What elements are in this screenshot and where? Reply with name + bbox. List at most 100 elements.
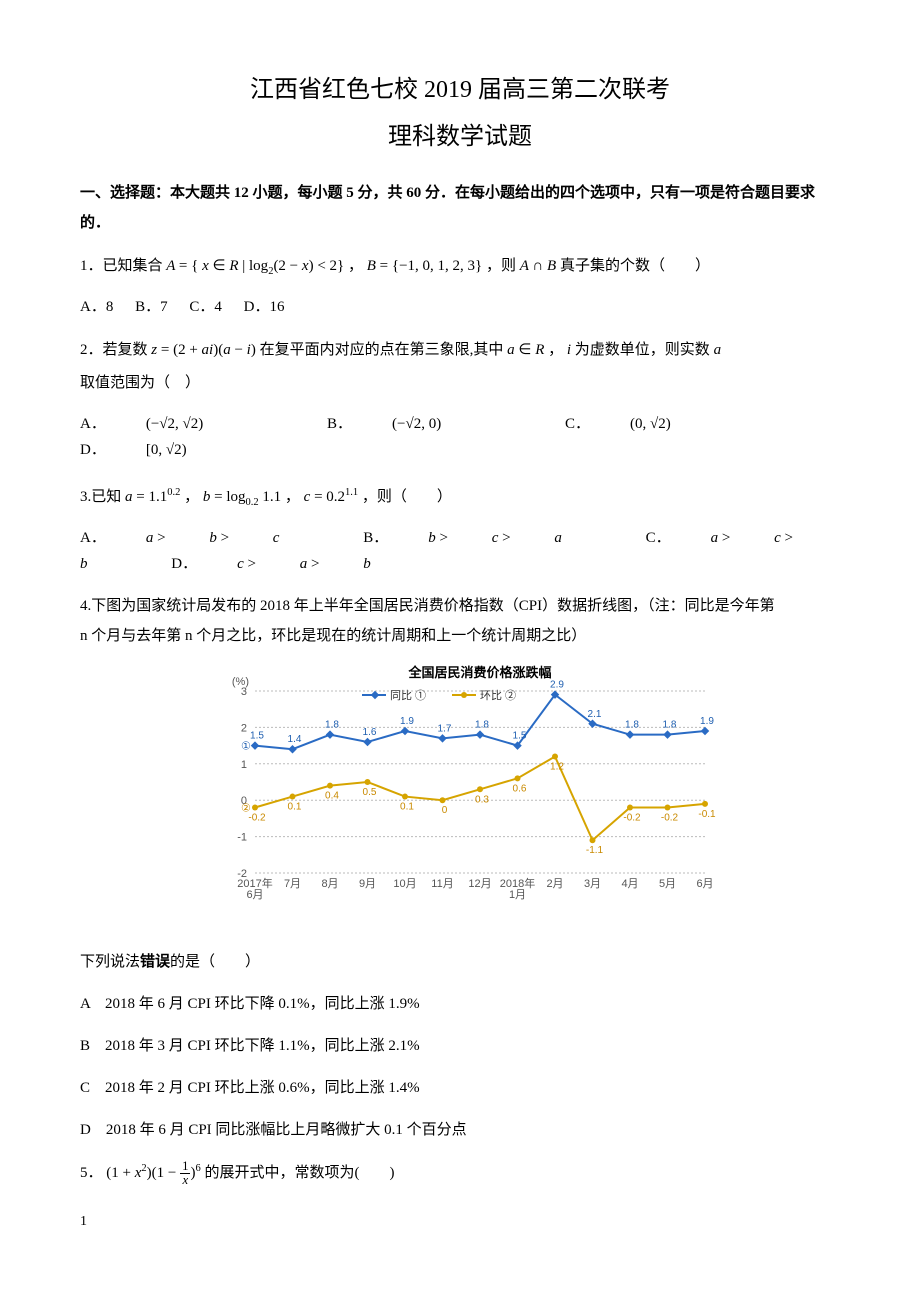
svg-text:1: 1 bbox=[241, 759, 247, 771]
q4-opt-d: D 2018 年 6 月 CPI 同比涨幅比上月略微扩大 0.1 个百分点 bbox=[80, 1115, 840, 1145]
q2-stem-post2: 取值范围为（ ） bbox=[80, 375, 200, 391]
svg-text:3: 3 bbox=[241, 686, 247, 698]
doc-title: 江西省红色七校 2019 届高三第二次联考 bbox=[80, 70, 840, 111]
svg-text:2: 2 bbox=[241, 723, 247, 735]
q5-stem-pre: 5． bbox=[80, 1165, 103, 1181]
svg-text:12月: 12月 bbox=[468, 878, 491, 890]
q1-stem-pre: 1．已知集合 bbox=[80, 258, 166, 274]
cpi-chart-svg: 全国居民消费价格涨跌幅(%)-2-101232017年6月7月8月9月10月11… bbox=[200, 663, 720, 913]
question-1: 1．已知集合 A = { x ∈ R | log2(2 − x) < 2} ， … bbox=[80, 250, 840, 283]
svg-text:10月: 10月 bbox=[393, 878, 416, 890]
question-2: 2．若复数 z = (2 + ai)(a − i) 在复平面内对应的点在第三象限… bbox=[80, 334, 840, 400]
q1-opt-c: C．4 bbox=[189, 299, 222, 315]
q2-opt-c: C．(0, √2) bbox=[565, 416, 751, 432]
q3-options: A．a > b > c B．b > c > a C．a > c > b D．c … bbox=[80, 526, 840, 577]
svg-text:1.5: 1.5 bbox=[250, 731, 264, 742]
page-number: 1 bbox=[80, 1210, 840, 1234]
svg-text:同比 ①: 同比 ① bbox=[390, 689, 426, 702]
svg-text:-0.2: -0.2 bbox=[661, 813, 679, 824]
svg-text:-0.1: -0.1 bbox=[698, 809, 716, 820]
svg-text:②: ② bbox=[241, 803, 251, 815]
svg-text:1.2: 1.2 bbox=[550, 762, 564, 773]
svg-text:1.8: 1.8 bbox=[475, 720, 489, 731]
q1-stem-post: 真子集的个数（ ） bbox=[560, 258, 710, 274]
question-4: 4.下图为国家统计局发布的 2018 年上半年全国居民消费价格指数（CPI）数据… bbox=[80, 591, 840, 651]
svg-text:0.5: 0.5 bbox=[363, 787, 377, 798]
svg-text:1.9: 1.9 bbox=[400, 716, 414, 727]
svg-text:1.4: 1.4 bbox=[288, 735, 302, 746]
q2-stem-post1: 为虚数单位，则实数 bbox=[575, 342, 714, 358]
svg-text:7月: 7月 bbox=[284, 878, 301, 890]
svg-text:11月: 11月 bbox=[431, 878, 453, 890]
svg-text:1.7: 1.7 bbox=[438, 724, 452, 735]
q2-opt-b: B．(−√2, 0) bbox=[327, 416, 521, 432]
svg-text:4月: 4月 bbox=[621, 878, 638, 890]
q4-opt-c: C 2018 年 2 月 CPI 环比上涨 0.6%，同比上涨 1.4% bbox=[80, 1073, 840, 1103]
q1-opt-d: D．16 bbox=[244, 299, 285, 315]
svg-text:1.8: 1.8 bbox=[625, 720, 639, 731]
svg-text:1.9: 1.9 bbox=[700, 716, 714, 727]
svg-text:3月: 3月 bbox=[584, 878, 601, 890]
doc-subtitle: 理科数学试题 bbox=[80, 117, 840, 158]
q3-opt-a: A．a > b > c bbox=[80, 530, 319, 546]
q5-stem-post: 的展开式中，常数项为( ) bbox=[204, 1165, 394, 1181]
q2-options: A．(−√2, √2) B．(−√2, 0) C．(0, √2) D．[0, √… bbox=[80, 412, 840, 463]
svg-text:-1: -1 bbox=[237, 832, 247, 844]
svg-text:2017年: 2017年 bbox=[237, 876, 272, 890]
svg-text:-0.2: -0.2 bbox=[248, 813, 266, 824]
q2-i: i bbox=[567, 342, 571, 358]
q3-formula: a = 1.10.2 ， b = log0.2 1.1 ， c = 0.21.1 bbox=[125, 489, 362, 505]
svg-text:0.1: 0.1 bbox=[400, 802, 414, 813]
svg-text:-1.1: -1.1 bbox=[586, 846, 604, 857]
q1-opt-a: A．8 bbox=[80, 299, 113, 315]
q4-followup-text: 下列说法错误的是（ ） bbox=[80, 954, 260, 970]
svg-text:0: 0 bbox=[442, 805, 448, 816]
svg-text:6月: 6月 bbox=[696, 878, 713, 890]
q2-stem-mid: 在复平面内对应的点在第三象限,其中 bbox=[260, 342, 508, 358]
q2-opt-d: D．[0, √2) bbox=[80, 442, 267, 458]
q1-opt-b: B．7 bbox=[135, 299, 168, 315]
q2-aset: a ∈ R bbox=[507, 342, 544, 358]
svg-text:环比 ②: 环比 ② bbox=[480, 689, 516, 702]
q4-followup: 下列说法错误的是（ ） bbox=[80, 947, 840, 977]
q3-stem-pre: 3.已知 bbox=[80, 489, 125, 505]
svg-text:2月: 2月 bbox=[546, 878, 563, 890]
svg-text:0.3: 0.3 bbox=[475, 795, 489, 806]
svg-text:0.4: 0.4 bbox=[325, 791, 339, 802]
q4-opt-b: B 2018 年 3 月 CPI 环比下降 1.1%，同比上涨 2.1% bbox=[80, 1031, 840, 1061]
svg-text:2018年: 2018年 bbox=[500, 876, 535, 890]
q1-formula: A = { x ∈ R | log2(2 − x) < 2} ， B = {−1… bbox=[166, 258, 560, 274]
q4-line1: 4.下图为国家统计局发布的 2018 年上半年全国居民消费价格指数（CPI）数据… bbox=[80, 591, 840, 621]
q2-formula: z = (2 + ai)(a − i) bbox=[151, 342, 259, 358]
svg-text:-0.2: -0.2 bbox=[623, 813, 641, 824]
q2-avar: a bbox=[714, 342, 722, 358]
question-5: 5． (1 + x2)(1 − 1x)6 的展开式中，常数项为( ) bbox=[80, 1157, 840, 1190]
q5-formula: (1 + x2)(1 − 1x)6 bbox=[106, 1165, 204, 1181]
svg-text:8月: 8月 bbox=[321, 878, 338, 890]
section1-heading: 一、选择题：本大题共 12 小题，每小题 5 分，共 60 分．在每小题给出的四… bbox=[80, 178, 840, 238]
svg-text:2.1: 2.1 bbox=[588, 709, 602, 720]
svg-text:5月: 5月 bbox=[659, 878, 676, 890]
cpi-chart: 全国居民消费价格涨跌幅(%)-2-101232017年6月7月8月9月10月11… bbox=[80, 663, 840, 923]
question-3: 3.已知 a = 1.10.2 ， b = log0.2 1.1 ， c = 0… bbox=[80, 481, 840, 514]
q3-opt-d: D．c > a > b bbox=[171, 556, 410, 572]
q4-line2: n 个月与去年第 n 个月之比，环比是现在的统计周期和上一个统计周期之比） bbox=[80, 621, 840, 651]
svg-text:1月: 1月 bbox=[509, 889, 526, 901]
svg-text:9月: 9月 bbox=[359, 878, 376, 890]
svg-text:全国居民消费价格涨跌幅: 全国居民消费价格涨跌幅 bbox=[407, 665, 551, 680]
q1-options: A．8 B．7 C．4 D．16 bbox=[80, 295, 840, 321]
svg-text:0.1: 0.1 bbox=[288, 802, 302, 813]
q3-opt-b: B．b > c > a bbox=[363, 530, 602, 546]
svg-text:1.8: 1.8 bbox=[325, 720, 339, 731]
svg-text:2.9: 2.9 bbox=[550, 680, 564, 691]
svg-text:1.8: 1.8 bbox=[663, 720, 677, 731]
svg-text:1.5: 1.5 bbox=[513, 731, 527, 742]
q2-opt-a: A．(−√2, √2) bbox=[80, 416, 283, 432]
q4-opt-a: A 2018 年 6 月 CPI 环比下降 0.1%，同比上涨 1.9% bbox=[80, 989, 840, 1019]
svg-text:①: ① bbox=[241, 741, 251, 753]
q3-stem-post: ，则（ ） bbox=[362, 489, 452, 505]
svg-text:1.6: 1.6 bbox=[363, 727, 377, 738]
svg-text:0.6: 0.6 bbox=[513, 784, 527, 795]
svg-text:6月: 6月 bbox=[246, 889, 263, 901]
q2-stem-pre: 2．若复数 bbox=[80, 342, 151, 358]
